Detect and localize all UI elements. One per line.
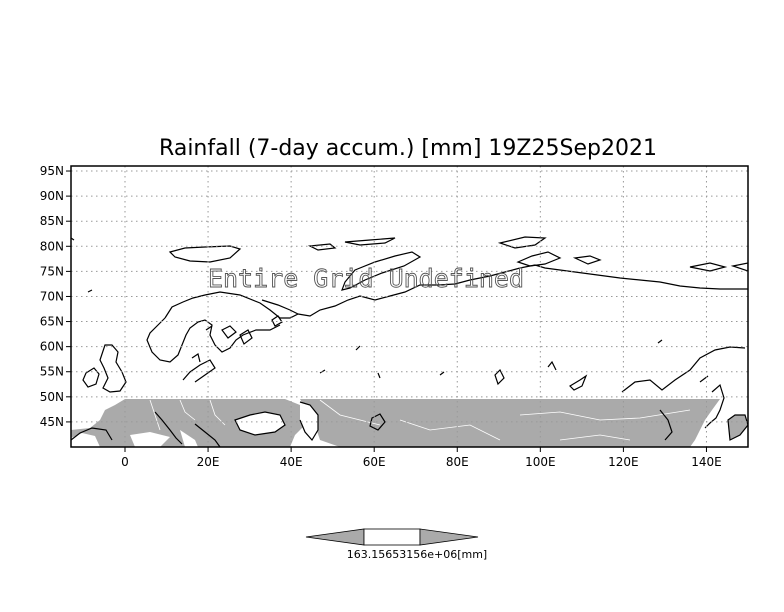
lon-tick-label: 120E [608, 455, 639, 469]
longitude-axis: 0 20E 40E 60E 80E 100E 120E 140E [121, 447, 722, 469]
colorbar-right-triangle [419, 528, 479, 546]
plot-frame [70, 165, 749, 448]
lon-tick-label: 80E [446, 455, 469, 469]
lon-tick-label: 140E [691, 455, 722, 469]
lat-tick-label: 80N [40, 239, 64, 253]
lat-tick-label: 90N [40, 189, 64, 203]
rainfall-shaded-band [71, 399, 748, 447]
lat-tick-label: 95N [40, 164, 64, 178]
lon-tick-label: 0 [121, 455, 129, 469]
lat-tick-label: 45N [40, 415, 64, 429]
colorbar: 163.15653156e+06[mm] [305, 528, 487, 561]
lon-tick-label: 100E [525, 455, 556, 469]
coastlines [71, 236, 748, 447]
lon-tick-label: 60E [363, 455, 386, 469]
black-sea-area [235, 412, 285, 435]
map-title: Rainfall (7-day accum.) [mm] 19Z25Sep202… [159, 136, 657, 161]
entire-grid-undefined-label: Entire Grid Undefined [208, 264, 524, 293]
lat-tick-label: 50N [40, 390, 64, 404]
latitude-axis: 95N 90N 85N 80N 75N 70N 65N 60N 55N 50N 45N [40, 164, 71, 429]
lat-tick-label: 85N [40, 214, 64, 228]
colorbar-label: 163.15653156e+06[mm] [347, 548, 487, 561]
graticule [71, 166, 748, 447]
colorbar-left-triangle [305, 528, 365, 546]
lat-tick-label: 55N [40, 365, 64, 379]
map-plot-area [71, 166, 748, 447]
lat-tick-label: 65N [40, 315, 64, 329]
lon-tick-label: 20E [197, 455, 220, 469]
lon-tick-label: 40E [280, 455, 303, 469]
colorbar-middle-box [363, 528, 421, 546]
lat-tick-label: 60N [40, 340, 64, 354]
country-borders [149, 399, 691, 441]
lat-tick-label: 70N [40, 289, 64, 303]
lat-tick-label: 75N [40, 264, 64, 278]
